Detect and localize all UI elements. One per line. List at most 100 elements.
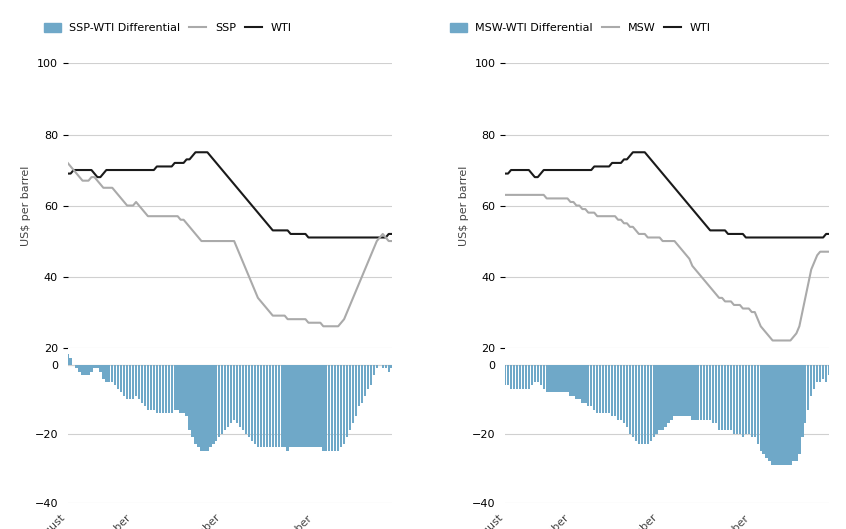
Bar — [105, 365, 107, 382]
Bar — [236, 365, 239, 423]
Bar — [608, 365, 610, 413]
Bar — [162, 365, 164, 413]
Bar — [325, 365, 327, 451]
Bar — [700, 365, 702, 420]
Bar — [620, 365, 622, 420]
Bar — [293, 365, 294, 448]
Bar — [828, 365, 830, 375]
Bar — [215, 365, 217, 441]
Bar — [301, 365, 304, 448]
Bar — [99, 365, 102, 372]
Bar — [132, 365, 135, 399]
Bar — [87, 365, 90, 375]
Bar — [81, 365, 84, 375]
Bar — [197, 365, 200, 448]
Bar — [310, 365, 313, 448]
Bar — [569, 365, 572, 396]
Bar — [391, 365, 393, 368]
Bar — [750, 365, 753, 437]
Bar — [230, 365, 233, 423]
Bar — [156, 365, 158, 413]
Bar — [795, 365, 798, 461]
Bar — [566, 365, 569, 393]
Bar — [206, 365, 209, 451]
Bar — [712, 365, 714, 423]
Bar — [703, 365, 706, 420]
Bar — [768, 365, 771, 461]
Bar — [504, 365, 506, 386]
Bar — [370, 365, 372, 386]
Bar — [810, 365, 812, 396]
Bar — [766, 365, 768, 458]
Bar — [742, 365, 744, 437]
Bar — [123, 365, 125, 396]
Bar — [120, 365, 123, 393]
Bar — [540, 365, 542, 386]
Bar — [195, 365, 196, 444]
Bar — [227, 365, 229, 427]
Bar — [203, 365, 206, 451]
Bar — [305, 365, 306, 448]
Bar — [387, 365, 390, 372]
Bar — [783, 365, 786, 464]
Bar — [224, 365, 227, 430]
Bar — [79, 365, 80, 372]
Bar — [596, 365, 598, 413]
Bar — [364, 365, 366, 396]
Bar — [558, 365, 560, 393]
Bar — [777, 365, 780, 464]
Bar — [656, 365, 658, 434]
Bar — [218, 365, 221, 437]
Bar — [349, 365, 351, 430]
Bar — [560, 365, 563, 393]
Bar — [111, 365, 113, 382]
Bar — [69, 358, 72, 365]
Bar — [688, 365, 690, 416]
Bar — [343, 365, 345, 444]
Bar — [266, 365, 268, 448]
Bar — [272, 365, 274, 448]
Bar — [575, 365, 578, 399]
Bar — [528, 365, 530, 389]
Bar — [340, 365, 343, 448]
Bar — [239, 365, 241, 427]
Bar — [727, 365, 729, 430]
Bar — [581, 365, 584, 403]
Bar — [552, 365, 554, 393]
Bar — [667, 365, 670, 423]
Bar — [804, 365, 806, 423]
Bar — [209, 365, 212, 448]
Bar — [185, 365, 188, 416]
Bar — [254, 365, 256, 444]
Bar — [322, 365, 325, 451]
Bar — [140, 365, 143, 403]
Bar — [334, 365, 337, 451]
Bar — [536, 365, 539, 382]
Bar — [313, 365, 316, 448]
Bar — [673, 365, 676, 416]
Bar — [691, 365, 694, 420]
Bar — [807, 365, 810, 409]
Bar — [721, 365, 723, 430]
Bar — [159, 365, 161, 413]
Bar — [798, 365, 800, 454]
Bar — [295, 365, 298, 448]
Bar — [789, 365, 792, 464]
Bar — [201, 365, 203, 451]
Bar — [256, 365, 259, 448]
Bar — [102, 365, 105, 379]
Bar — [171, 365, 173, 413]
Bar — [519, 365, 521, 389]
Bar — [376, 365, 378, 368]
Bar — [640, 365, 643, 444]
Bar — [307, 365, 310, 448]
Bar — [150, 365, 152, 409]
Bar — [825, 365, 827, 382]
Bar — [67, 354, 69, 365]
Bar — [662, 365, 664, 430]
Bar — [183, 365, 184, 413]
Bar — [578, 365, 580, 399]
Bar — [736, 365, 738, 434]
Bar — [85, 365, 86, 375]
Bar — [623, 365, 625, 423]
